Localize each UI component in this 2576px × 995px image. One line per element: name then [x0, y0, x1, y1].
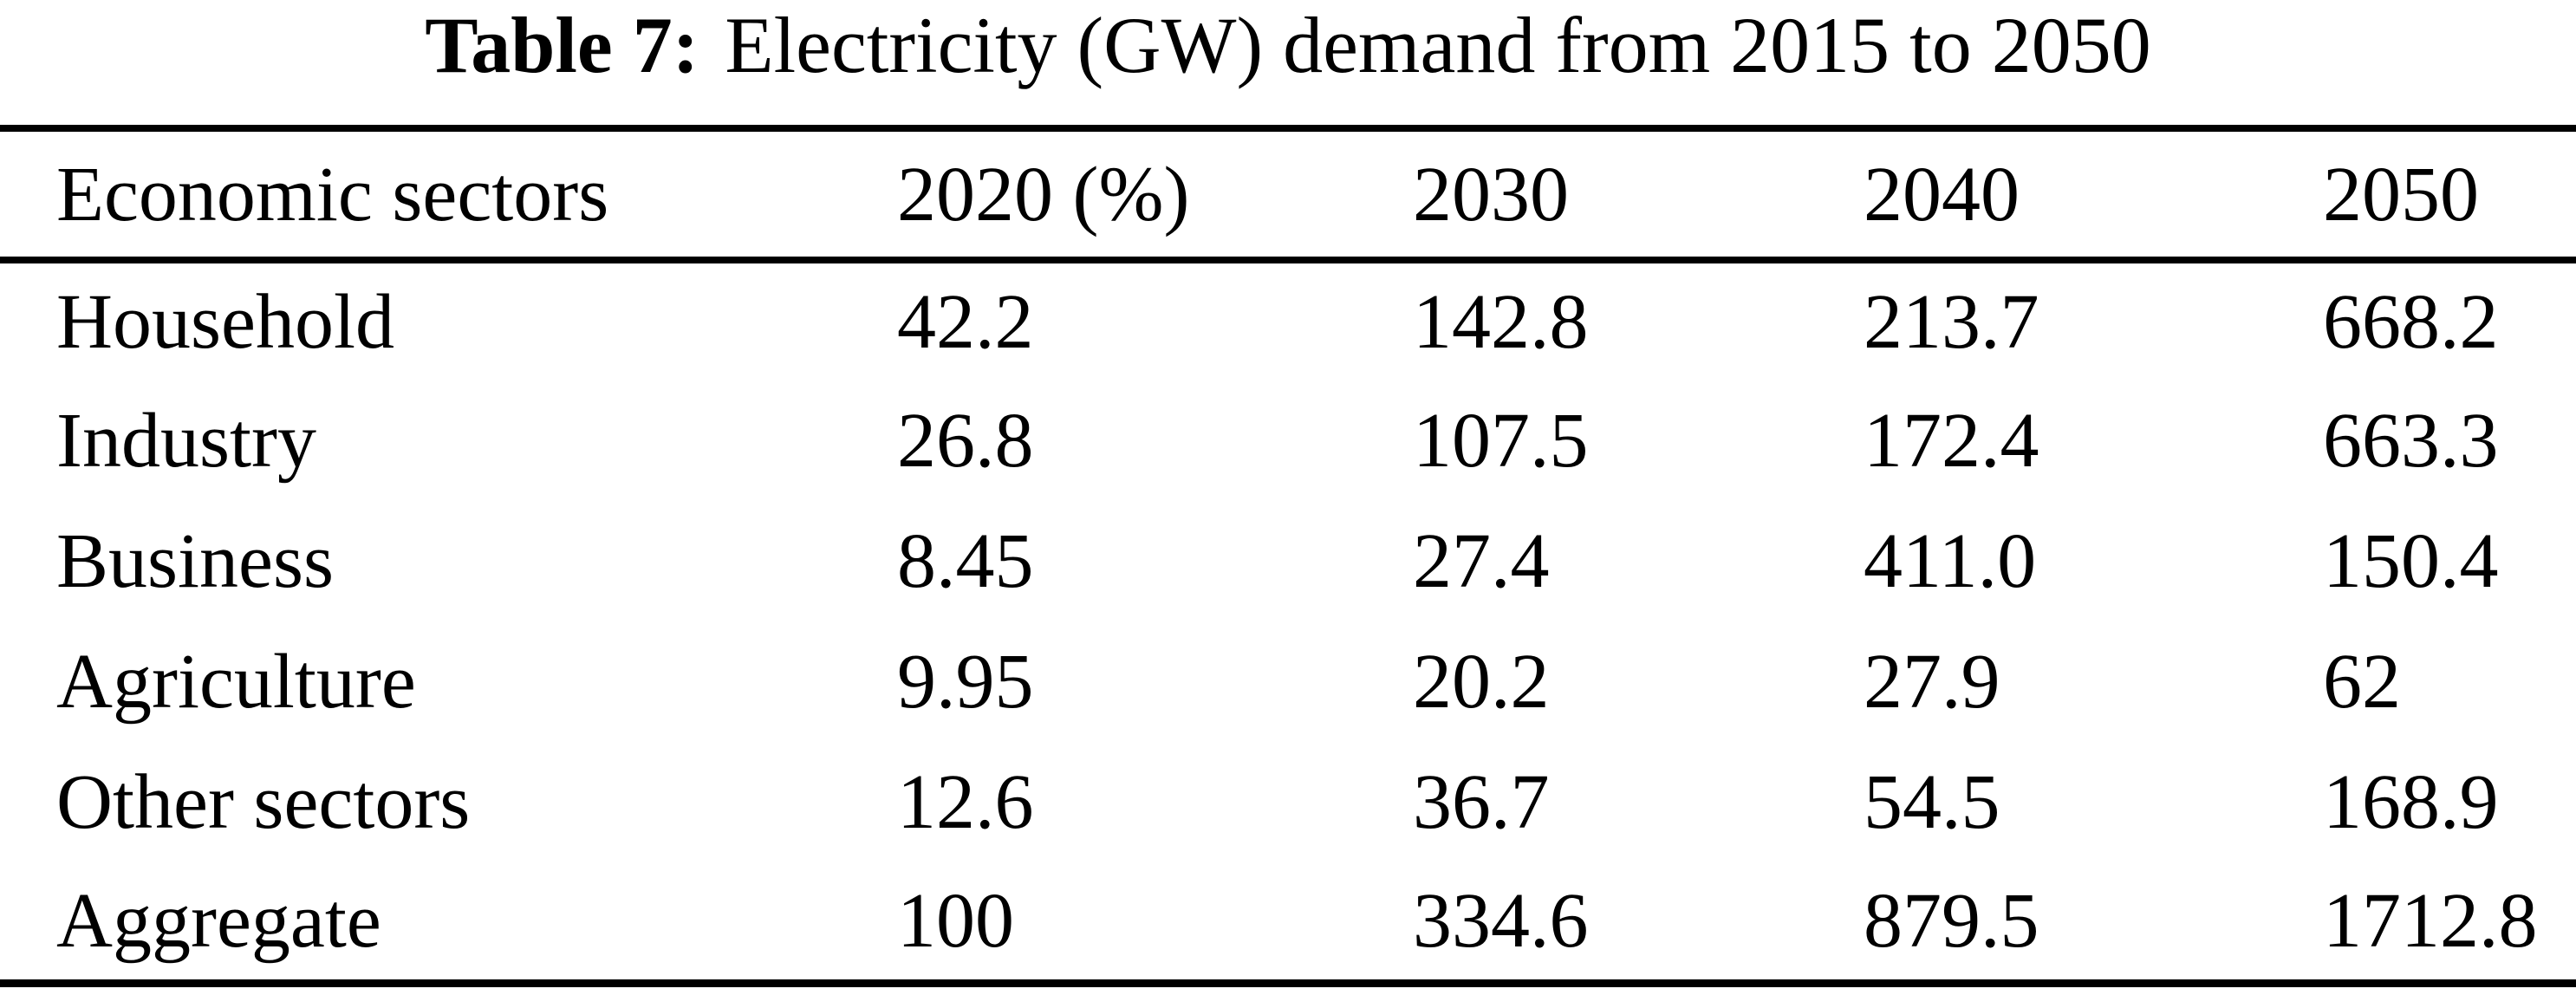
demand-table: Economic sectors 2020 (%) 2030 2040 2050… [0, 125, 2576, 987]
cell-value-2030: 107.5 [1413, 398, 1589, 484]
cell-value-2020: 100 [897, 877, 1014, 964]
table-row-aggregate: Aggregate 100 334.6 879.5 1712.8 [0, 862, 2576, 983]
cell-value-2030: 142.8 [1413, 279, 1589, 365]
cell-value-2050: 62 [2323, 639, 2401, 725]
cell-value-2040: 54.5 [1864, 759, 2000, 845]
table-caption-text: Electricity (GW) demand from 2015 to 205… [725, 1, 2151, 89]
cell-sector: Business [56, 518, 335, 604]
cell-sector: Aggregate [56, 877, 381, 964]
cell-value-2020: 12.6 [897, 759, 1034, 845]
table-row-other-sectors: Other sectors 12.6 36.7 54.5 168.9 [0, 742, 2576, 862]
cell-value-2040: 27.9 [1864, 639, 2000, 725]
column-header-economic-sectors: Economic sectors [56, 151, 609, 237]
cell-value-2050: 1712.8 [2323, 877, 2538, 964]
cell-value-2050: 663.3 [2323, 398, 2499, 484]
cell-sector: Other sectors [56, 759, 471, 845]
cell-value-2040: 879.5 [1864, 877, 2039, 964]
table-row-agriculture: Agriculture 9.95 20.2 27.9 62 [0, 621, 2576, 742]
cell-value-2050: 168.9 [2323, 759, 2499, 845]
cell-value-2030: 334.6 [1413, 877, 1589, 964]
header-row: Economic sectors 2020 (%) 2030 2040 2050 [0, 128, 2576, 260]
cell-sector: Industry [56, 398, 316, 484]
cell-value-2030: 20.2 [1413, 639, 1550, 725]
table-caption: Table 7: Electricity (GW) demand from 201… [0, 0, 2576, 125]
cell-value-2040: 411.0 [1864, 518, 2037, 604]
cell-value-2030: 27.4 [1413, 518, 1550, 604]
table-row-business: Business 8.45 27.4 411.0 150.4 [0, 501, 2576, 621]
cell-value-2020: 26.8 [897, 398, 1034, 484]
column-header-2030: 2030 [1413, 151, 1569, 237]
table-row-household: Household 42.2 142.8 213.7 668.2 [0, 260, 2576, 380]
cell-value-2040: 172.4 [1864, 398, 2039, 484]
cell-sector: Household [56, 279, 394, 365]
cell-value-2020: 9.95 [897, 639, 1034, 725]
table-caption-label: Table 7: [425, 1, 699, 89]
cell-value-2020: 42.2 [897, 279, 1034, 365]
column-header-2020: 2020 (%) [897, 151, 1190, 237]
column-header-2040: 2040 [1864, 151, 2020, 237]
column-header-2050: 2050 [2323, 151, 2479, 237]
cell-value-2050: 668.2 [2323, 279, 2499, 365]
table-row-industry: Industry 26.8 107.5 172.4 663.3 [0, 380, 2576, 501]
cell-value-2030: 36.7 [1413, 759, 1550, 845]
cell-value-2050: 150.4 [2323, 518, 2499, 604]
cell-value-2040: 213.7 [1864, 279, 2039, 365]
cell-sector: Agriculture [56, 639, 416, 725]
cell-value-2020: 8.45 [897, 518, 1034, 604]
